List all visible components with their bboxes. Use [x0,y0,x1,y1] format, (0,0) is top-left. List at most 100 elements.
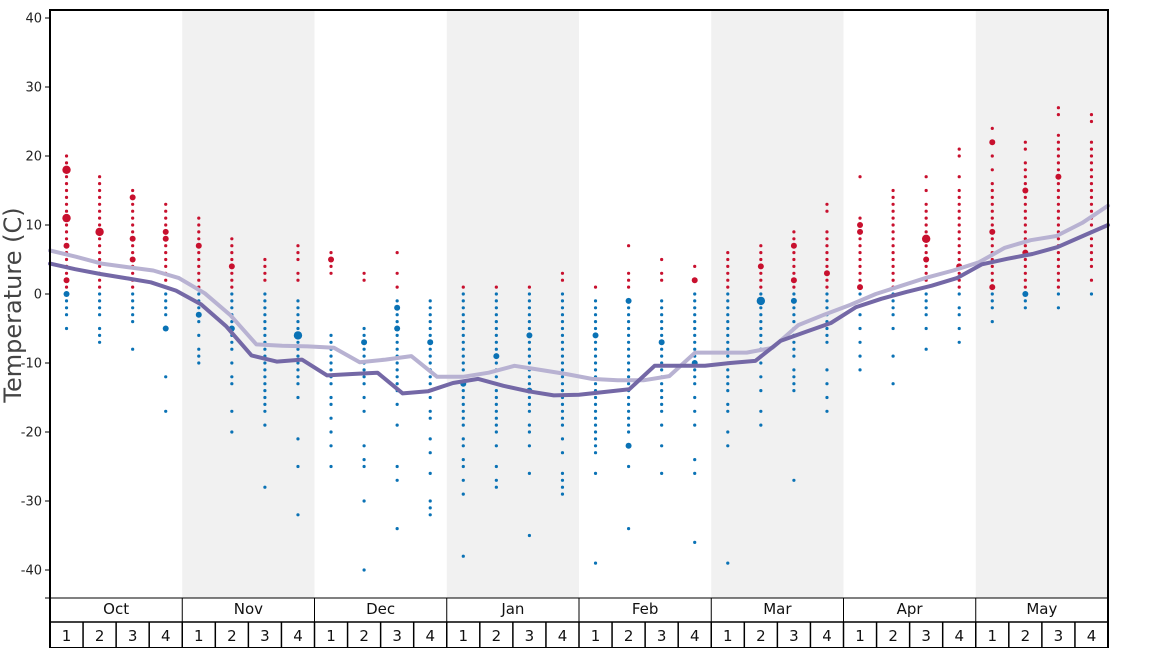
temperature-dot [957,154,961,158]
temperature-dot [626,368,631,372]
temperature-dot [924,306,928,310]
week-label: 4 [954,627,964,645]
temperature-dot [825,285,829,289]
temperature-dot [131,188,135,193]
temperature-dot [825,244,829,248]
temperature-dot [825,292,829,296]
temperature-dot [660,389,664,393]
temperature-dot [461,464,465,469]
temperature-dot [790,277,797,284]
temperature-dot [527,402,532,406]
month-label: Nov [234,600,263,618]
temperature-dot [329,271,333,275]
temperature-dot [957,326,961,331]
temperature-dot [1056,161,1061,165]
temperature-dot [924,209,928,213]
temperature-dot [64,175,69,179]
temperature-dot [461,444,465,448]
temperature-dot [97,195,102,199]
month-band [182,10,315,598]
temperature-dot [329,430,333,434]
month-label: Jan [500,600,524,618]
temperature-dot [197,333,201,337]
temperature-dot [428,333,432,337]
temperature-dot [726,354,730,358]
temperature-dot [1089,278,1094,282]
temperature-dot [428,409,432,413]
temperature-dot [197,237,201,241]
temperature-dot [858,257,862,262]
temperature-dot [593,320,598,324]
temperature-dot [164,409,168,413]
temperature-dot [825,251,829,255]
temperature-dot [129,194,136,201]
temperature-dot [759,244,763,248]
temperature-dot [362,354,366,358]
temperature-dot [990,154,994,158]
temperature-dot [131,271,135,275]
temperature-dot [395,375,399,379]
temperature-dot [97,209,102,213]
temperature-dot [494,347,498,351]
temperature-dot [1023,161,1027,165]
temperature-dot [362,278,366,282]
temperature-dot [726,340,730,344]
temperature-dot [527,285,532,289]
temperature-dot [759,320,763,324]
temperature-dot [891,202,895,206]
temperature-dot [560,416,565,420]
temperature-dot [825,409,829,413]
temperature-dot [792,237,796,241]
y-tick-label: -20 [21,426,42,441]
temperature-dot [1056,216,1061,220]
temperature-dot [395,464,399,469]
temperature-dot [726,561,730,565]
temperature-dot [494,306,498,310]
temperature-dot [494,299,498,303]
temperature-dot [626,278,631,282]
temperature-dot [626,402,631,406]
temperature-dot [825,340,829,344]
temperature-dot [693,458,697,462]
week-label: 3 [657,627,667,645]
temperature-dot [957,147,961,151]
temperature-dot [626,395,631,400]
week-label: 4 [690,627,700,645]
temperature-dot [560,423,565,427]
temperature-dot [891,251,895,255]
temperature-dot [329,340,333,344]
temperature-dot [263,389,267,393]
temperature-dot [329,464,333,469]
temperature-dot [1022,291,1029,297]
temperature-dot [230,257,234,262]
temperature-dot [230,285,234,289]
temperature-dot [660,395,664,400]
temperature-dot [494,375,498,379]
temperature-dot [759,271,763,275]
temperature-dot [560,375,565,379]
temperature-dot [395,347,399,351]
temperature-dot [296,361,300,365]
temperature-dot [494,430,498,434]
temperature-dot [792,257,796,262]
temperature-dot [362,568,366,572]
temperature-dot [527,423,532,427]
temperature-dot [461,299,465,303]
temperature-dot [1023,271,1027,275]
temperature-dot [164,257,168,262]
temperature-dot [461,285,465,289]
temperature-dot [527,306,532,310]
temperature-dot [230,375,234,379]
week-label: 1 [326,627,336,645]
temperature-dot [593,368,598,372]
temperature-dot [759,333,763,337]
average-high-line [48,203,1110,383]
temperature-dot [395,285,399,289]
temperature-dot [131,202,135,206]
temperature-dot [626,347,631,351]
week-label: 3 [128,627,138,645]
temperature-dot [1056,292,1061,296]
temperature-dot [64,223,69,227]
month-bands [182,10,1108,598]
